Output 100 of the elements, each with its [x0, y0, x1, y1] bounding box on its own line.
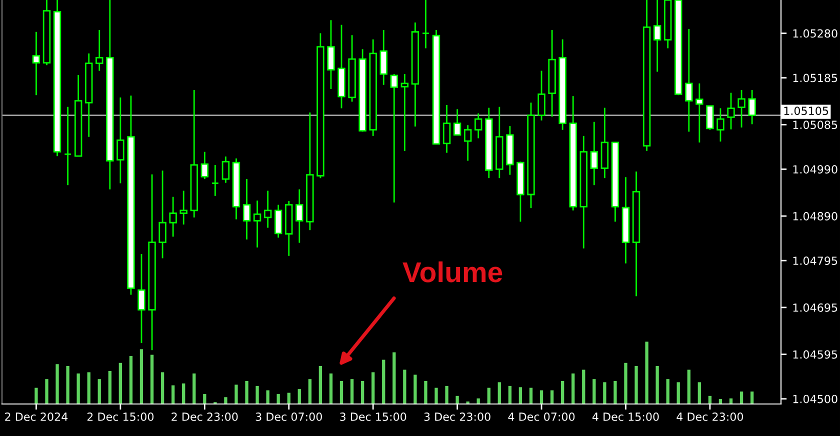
candlestick	[222, 156, 230, 184]
candlestick	[116, 96, 124, 184]
bar	[529, 388, 533, 404]
bar	[234, 384, 238, 404]
bar	[582, 370, 586, 404]
bar	[414, 374, 417, 404]
bar	[350, 379, 354, 404]
bar	[603, 382, 606, 404]
y-tick-label: 1.04795	[793, 256, 838, 265]
candlestick	[653, 0, 662, 72]
candlestick	[200, 151, 208, 180]
bar	[140, 349, 144, 404]
y-tick-label: 1.05185	[793, 74, 838, 82]
y-tick-label: 1.04595	[793, 350, 838, 359]
y-tick-label: 1.04990	[793, 165, 838, 174]
candlestick	[390, 73, 398, 204]
bar	[645, 342, 648, 404]
bar	[434, 388, 438, 404]
candlestick	[538, 70, 546, 122]
x-tick-label: 2 Dec 15:00	[87, 412, 154, 421]
bar	[171, 385, 175, 404]
bar	[687, 370, 690, 404]
bar	[76, 373, 80, 404]
candlestick	[96, 29, 104, 72]
bar	[203, 394, 206, 404]
bar	[392, 352, 396, 404]
candlestick	[748, 89, 756, 125]
bar	[403, 370, 406, 404]
bar	[129, 356, 133, 404]
x-tick-label: 3 Dec 15:00	[340, 412, 406, 421]
bar	[87, 372, 90, 404]
candlestick	[32, 31, 40, 96]
bar	[487, 388, 490, 404]
bar	[498, 382, 501, 404]
y-tick-label: 1.05280	[793, 29, 838, 38]
candlestick	[716, 108, 724, 142]
ref-line-label: 1.05105	[784, 106, 828, 116]
x-tick-label: 4 Dec 23:00	[676, 412, 744, 421]
bar	[540, 390, 544, 404]
bar	[66, 366, 70, 404]
x-tick-label: 3 Dec 23:00	[424, 412, 490, 421]
bar	[698, 382, 701, 404]
y-tick-label: 1.04500	[793, 394, 838, 404]
bar	[298, 389, 301, 404]
bar	[318, 366, 322, 404]
x-tick-label: 3 Dec 07:00	[256, 412, 322, 421]
bar	[614, 380, 617, 404]
annotation: Volume	[402, 261, 502, 282]
bar	[98, 379, 101, 404]
candlestick	[400, 73, 409, 152]
bar	[656, 366, 659, 404]
bar	[666, 379, 670, 404]
bar	[160, 372, 164, 404]
candlestick	[180, 190, 188, 226]
candlestick	[453, 108, 462, 136]
candlestick	[64, 106, 72, 186]
bar	[424, 380, 428, 404]
bar	[108, 370, 112, 404]
bar	[182, 383, 186, 404]
candlestick	[253, 200, 262, 248]
candlestick	[242, 178, 251, 240]
bar	[224, 397, 228, 404]
candlestick	[296, 188, 304, 244]
bar	[624, 362, 628, 404]
bar	[45, 379, 48, 404]
candlestick	[706, 105, 714, 131]
candlestick	[685, 28, 693, 132]
bar	[118, 362, 122, 404]
candlestick	[274, 204, 282, 238]
bar	[508, 386, 512, 404]
candlestick	[422, 0, 430, 49]
bar	[560, 380, 564, 404]
candlestick	[727, 92, 735, 130]
bar	[382, 360, 386, 404]
y-tick-label: 1.04695	[793, 303, 838, 312]
candlestick	[138, 253, 146, 344]
bar	[360, 380, 364, 404]
y-tick-label: 1.05085	[793, 120, 838, 130]
bar	[256, 386, 259, 404]
bar	[750, 392, 754, 404]
candlestick	[464, 124, 472, 162]
candlestick	[169, 196, 177, 238]
candlestick	[211, 164, 220, 197]
candlestick	[696, 82, 704, 144]
bar	[329, 373, 333, 404]
x-tick-label: 4 Dec 07:00	[508, 412, 575, 421]
bar	[572, 373, 575, 404]
candlestick	[327, 19, 335, 90]
bar	[372, 372, 375, 404]
bar	[456, 396, 459, 404]
x-tick-label: 4 Dec 15:00	[592, 412, 659, 421]
bar	[445, 386, 448, 404]
candlestick	[264, 190, 272, 228]
bar	[245, 380, 248, 404]
candlestick	[380, 29, 388, 86]
bar	[266, 390, 270, 404]
candlestick	[738, 89, 746, 128]
x-tick-label: 2 Dec 23:00	[172, 412, 238, 421]
bar	[340, 380, 344, 404]
bar	[518, 387, 522, 404]
